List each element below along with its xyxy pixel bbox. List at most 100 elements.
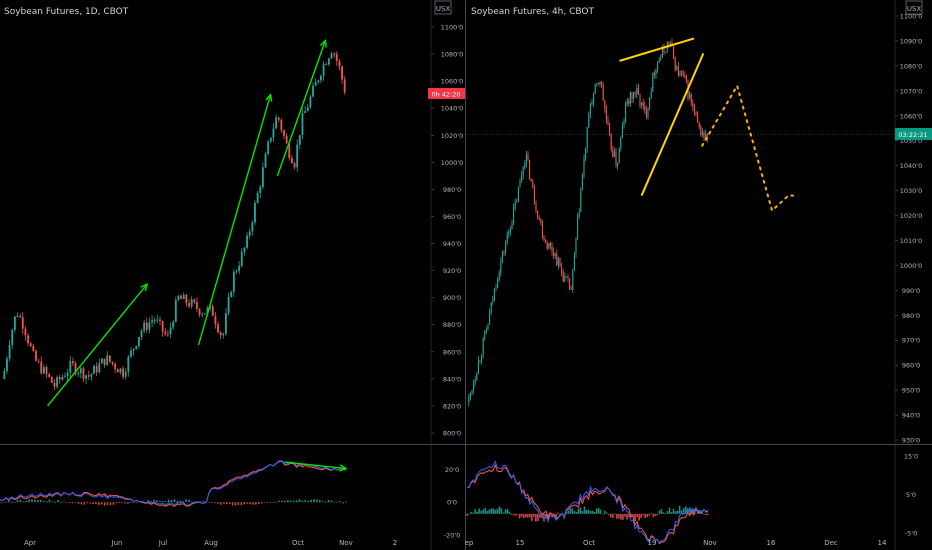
candle-body (629, 92, 631, 104)
candle-body (636, 87, 638, 95)
candle-body (681, 71, 683, 73)
macd-histogram-bar (518, 513, 521, 519)
right-price-tick-label: 1040'0 (900, 162, 922, 170)
candle-body (481, 354, 483, 361)
candle-body (283, 130, 285, 136)
macd-histogram-bar (516, 513, 519, 515)
candle-body (551, 245, 553, 253)
macd-histogram-bar (34, 499, 36, 503)
left-macd-panel: 20'0 0'0 -20'0 (0, 460, 460, 540)
macd-histogram-bar (95, 502, 97, 505)
candle-body (529, 159, 531, 180)
candle-body (615, 151, 617, 167)
macd-histogram-bar (16, 499, 19, 503)
macd-divergence-arrow-head (339, 464, 348, 472)
macd-histogram-bar (616, 513, 618, 519)
macd-histogram-bar (520, 513, 523, 517)
left-time-label: Nov (339, 539, 353, 547)
candle-body (333, 53, 336, 55)
macd-histogram-bar (292, 500, 295, 503)
candle-body (637, 87, 639, 95)
macd-histogram-bar (240, 502, 243, 506)
candle-body (570, 288, 572, 290)
candle-body (222, 333, 225, 336)
macd-histogram-bar (260, 502, 263, 504)
macd-histogram-bar (25, 500, 27, 503)
candle-body (227, 296, 230, 314)
macd-histogram-bar (319, 499, 321, 503)
candle-body (530, 179, 532, 182)
macd-histogram-bar (278, 500, 280, 503)
right-time-axis[interactable]: ep 15 Oct 19 Nov 16 Dec 14 (465, 539, 887, 547)
left-price-tick-label: 960'0 (443, 213, 461, 221)
candle-body (235, 270, 238, 273)
candle-body (527, 154, 529, 160)
candle-body (477, 360, 479, 374)
trend-arrow (47, 283, 148, 407)
macd-histogram-bar (42, 501, 45, 503)
macd-histogram-bar (109, 502, 112, 506)
candle-body (489, 313, 491, 325)
left-chart-panel[interactable]: Soybean Futures, 1D, CBOT USX 1100'0 1080… (0, 0, 466, 550)
candle-body (674, 56, 676, 70)
macd-histogram-bar (494, 509, 497, 514)
candle-body (633, 92, 635, 99)
candle-body (93, 365, 95, 374)
trend-arrow (197, 94, 272, 346)
candle-body (135, 345, 138, 349)
candle-body (185, 294, 188, 304)
right-price-tick-label: 980'0 (902, 312, 920, 320)
candle-body (554, 253, 556, 257)
right-currency-badge[interactable]: USX (905, 0, 923, 15)
candle-body (74, 363, 77, 374)
left-time-label: Aug (204, 539, 218, 547)
left-price-tick-label: 860'0 (443, 348, 461, 356)
macd-histogram-bar (313, 499, 315, 503)
macd-histogram-bar (480, 510, 482, 514)
candle-body (516, 201, 518, 203)
candle-body (701, 132, 703, 135)
candle-body (182, 294, 185, 299)
right-price-axis[interactable]: 1100'0 1090'0 1080'0 1070'0 1060'0 1050'0 1040… (894, 0, 922, 550)
candle-body (469, 392, 471, 397)
left-time-axis[interactable]: Apr Jun Jul Aug Oct Nov 2 (24, 539, 397, 547)
macd-histogram-bar (636, 513, 638, 518)
candle-body (645, 110, 647, 118)
candle-body (684, 75, 686, 77)
candle-body (151, 320, 153, 323)
candle-body (214, 315, 217, 325)
candle-body (703, 132, 705, 138)
candle-body (264, 153, 267, 168)
macd-histogram-bar (609, 513, 612, 518)
candle-body (132, 348, 135, 351)
candle-body (290, 158, 293, 164)
wedge-line (640, 53, 705, 196)
macd-histogram-bar (676, 510, 679, 514)
candle-body (586, 126, 588, 149)
macd-histogram-bar (89, 502, 91, 504)
candle-body (663, 47, 665, 53)
candle-body (623, 121, 625, 127)
candle-body (631, 92, 633, 99)
candle-body (565, 276, 567, 278)
right-chart-panel[interactable]: Soybean Futures, 4h, CBOT USX 1100'0 1090… (465, 0, 932, 550)
left-price-tag-text: 0h 42:20 (431, 91, 460, 99)
macd-histogram-bar (124, 502, 126, 504)
macd-histogram-bar (472, 512, 474, 514)
candle-body (238, 265, 241, 271)
left-currency-badge[interactable]: USX (434, 0, 452, 15)
candle-body (641, 102, 643, 106)
macd-histogram-bar (660, 509, 663, 514)
macd-histogram-bar (225, 502, 228, 505)
macd-histogram-bar (634, 513, 636, 522)
candle-body (639, 94, 641, 106)
macd-histogram-bar (5, 501, 7, 503)
candle-body (644, 105, 646, 111)
right-price-tick-label: 940'0 (902, 412, 920, 420)
candle-body (82, 368, 85, 379)
macd-histogram-bar (508, 511, 511, 514)
candle-body (211, 306, 214, 316)
right-price-tick-label: 1050'0 (900, 137, 922, 145)
macd-histogram-bar (644, 513, 647, 518)
macd-histogram-bar (555, 513, 557, 518)
